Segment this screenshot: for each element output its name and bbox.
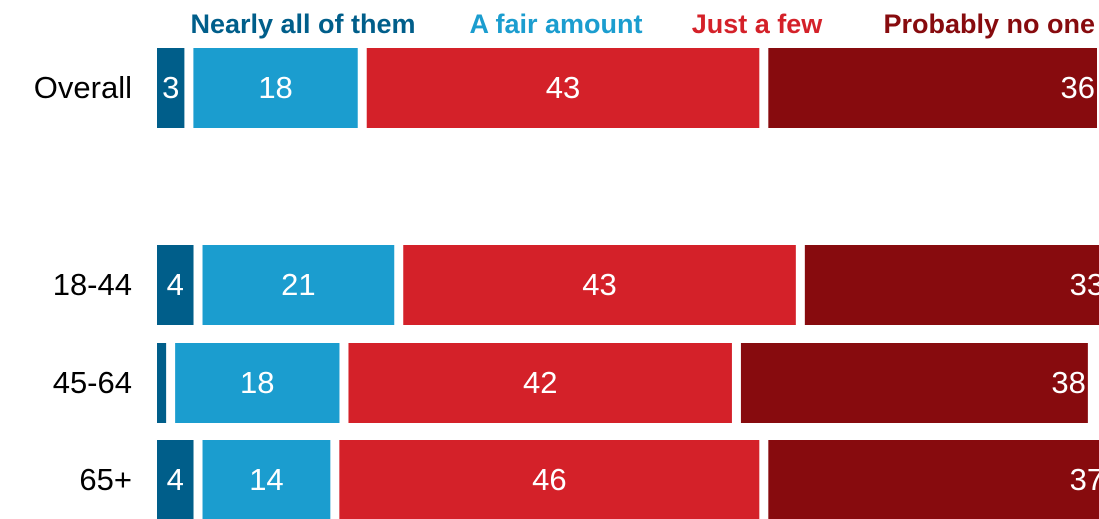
value-label: 21 bbox=[281, 267, 315, 302]
legend-label: A fair amount bbox=[469, 9, 642, 39]
value-label: 18 bbox=[258, 70, 292, 105]
value-label: 38 bbox=[1051, 365, 1085, 400]
value-label: 4 bbox=[167, 267, 184, 302]
category-label: 18-44 bbox=[53, 267, 132, 302]
bar-segment bbox=[804, 245, 1099, 325]
value-label: 42 bbox=[523, 365, 557, 400]
value-label: 18 bbox=[240, 365, 274, 400]
bar-segment bbox=[366, 48, 760, 128]
value-label: 4 bbox=[167, 462, 184, 497]
bar-segment bbox=[768, 48, 1097, 128]
bar-segment bbox=[202, 245, 395, 325]
bar-segment bbox=[403, 245, 796, 325]
value-label: 46 bbox=[532, 462, 566, 497]
value-label: 14 bbox=[249, 462, 283, 497]
legend-label: Nearly all of them bbox=[190, 9, 415, 39]
value-label: 36 bbox=[1061, 70, 1095, 105]
bar-segment bbox=[193, 48, 358, 128]
value-label: 33 bbox=[1070, 267, 1099, 302]
value-label: 37 bbox=[1070, 462, 1099, 497]
bar-segment bbox=[768, 440, 1099, 519]
category-label: 65+ bbox=[79, 462, 132, 497]
bar-segment bbox=[339, 440, 760, 519]
category-label: 45-64 bbox=[53, 365, 132, 400]
bar-segment bbox=[740, 343, 1088, 423]
bar-segment bbox=[157, 343, 167, 423]
value-label: 43 bbox=[582, 267, 616, 302]
bar-segment bbox=[175, 343, 340, 423]
legend-label: Probably no one bbox=[883, 9, 1095, 39]
bar-segment bbox=[202, 440, 331, 519]
bar-segment bbox=[157, 48, 185, 128]
legend-label: Just a few bbox=[692, 9, 824, 39]
value-label: 43 bbox=[546, 70, 580, 105]
bar-segment bbox=[157, 440, 194, 519]
bar-segment bbox=[157, 245, 194, 325]
value-label: 3 bbox=[162, 70, 179, 105]
category-label: Overall bbox=[34, 70, 132, 105]
bar-segment bbox=[348, 343, 732, 423]
